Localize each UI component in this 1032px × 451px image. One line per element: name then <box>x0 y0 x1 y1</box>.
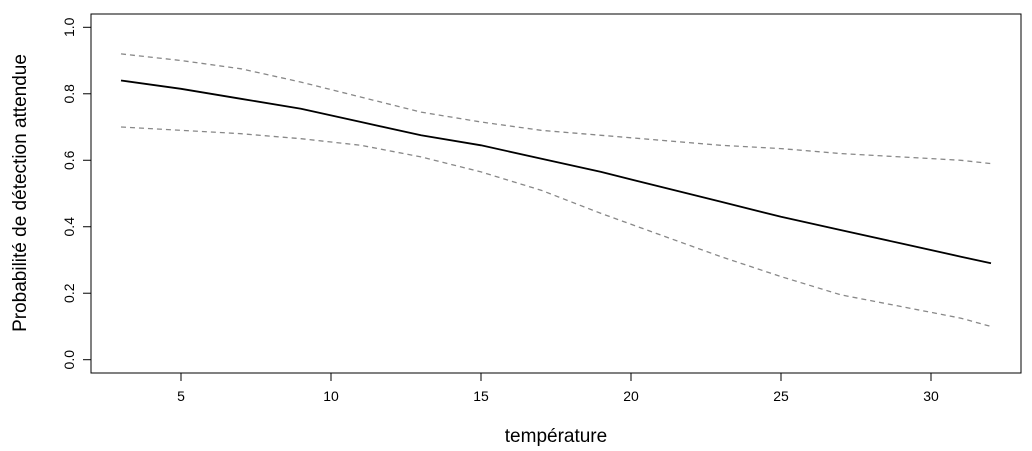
x-axis-label: température <box>505 426 607 447</box>
x-tick-label: 10 <box>323 388 339 404</box>
x-tick-label: 20 <box>623 388 639 404</box>
y-tick-label: 0.0 <box>61 350 77 370</box>
y-tick-label: 1.0 <box>61 17 77 37</box>
x-axis: 5 10 15 20 25 30 <box>177 373 939 404</box>
y-tick-label: 0.2 <box>61 283 77 303</box>
plot-frame <box>90 13 1022 374</box>
series-upper-line <box>120 53 992 165</box>
x-tick-label: 5 <box>177 388 185 404</box>
y-tick-label: 0.8 <box>61 84 77 104</box>
x-tick-label: 30 <box>923 388 939 404</box>
series-lower-line <box>120 126 992 328</box>
series-estimate-line <box>120 79 992 265</box>
x-tick-label: 25 <box>773 388 789 404</box>
x-tick-label: 15 <box>473 388 489 404</box>
y-tick-label: 0.6 <box>61 150 77 170</box>
y-axis-label: Probabilité de détection attendue <box>10 54 31 332</box>
y-axis: 0.0 0.2 0.4 0.6 0.8 1.0 <box>61 17 91 369</box>
series-layer <box>120 53 992 328</box>
y-tick-label: 0.4 <box>61 217 77 237</box>
